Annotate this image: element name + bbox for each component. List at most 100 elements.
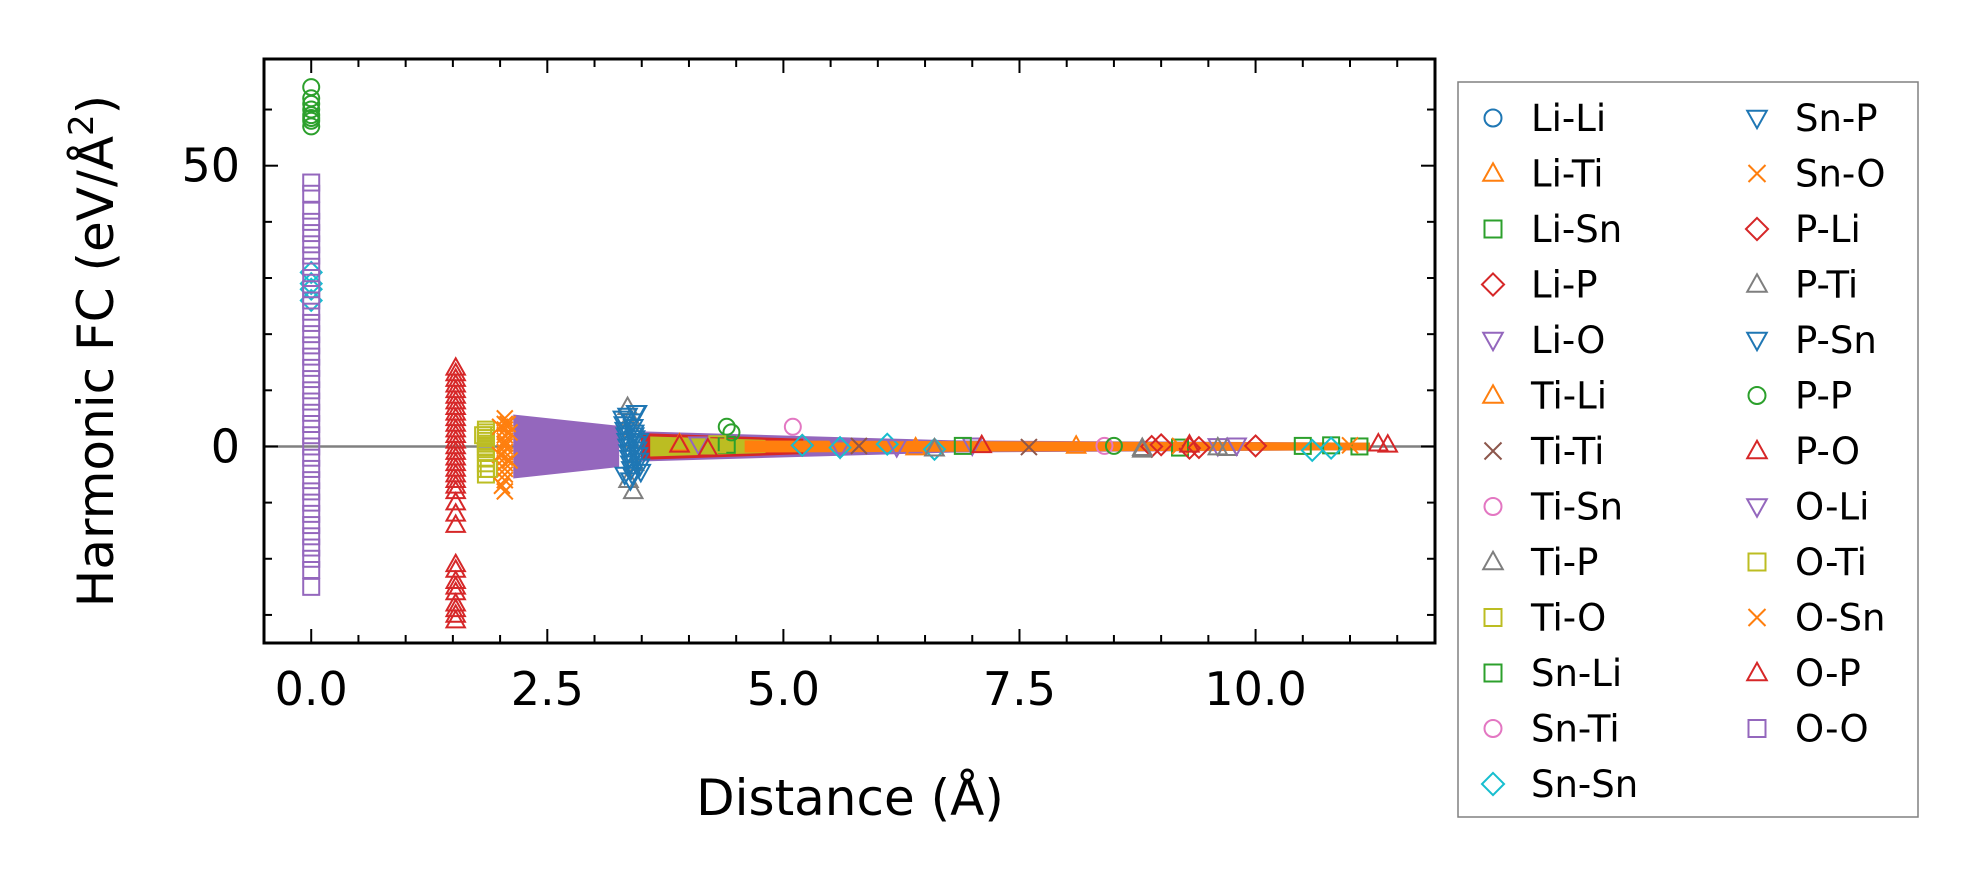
data-point	[302, 426, 321, 445]
data-point	[717, 417, 736, 436]
data-point	[302, 313, 321, 332]
data-point	[299, 260, 324, 285]
legend-marker	[1483, 219, 1503, 239]
data-point	[1131, 438, 1154, 458]
series-o-li	[687, 436, 1248, 459]
legend-marker	[1480, 771, 1506, 797]
data-point	[444, 384, 467, 404]
data-point	[302, 527, 321, 546]
dense-band-ti-li	[744, 440, 1370, 453]
data-point	[1095, 436, 1114, 455]
data-point	[302, 370, 321, 389]
data-point	[302, 291, 321, 310]
data-point	[493, 477, 511, 495]
data-point	[444, 552, 467, 573]
data-point	[1187, 435, 1211, 460]
data-point	[696, 437, 719, 457]
data-point	[923, 437, 946, 457]
data-point	[302, 224, 321, 243]
legend-item-o-li: O-Li	[1745, 486, 1869, 529]
data-point	[444, 361, 467, 382]
data-point	[790, 433, 815, 458]
legend-marker	[1483, 719, 1503, 738]
data-point	[626, 441, 648, 461]
legend-item-ti-p: Ti-P	[1481, 541, 1598, 584]
data-point	[302, 471, 321, 490]
data-point	[444, 378, 467, 399]
data-point	[474, 426, 493, 445]
data-point	[444, 367, 467, 387]
legend-label: Ti-Ti	[1530, 430, 1604, 473]
legend-marker	[1745, 272, 1769, 293]
data-point	[444, 608, 467, 629]
legend-marker	[1747, 552, 1767, 572]
data-point	[444, 395, 467, 415]
data-point	[613, 466, 636, 487]
legend-item-ti-ti: Ti-Ti	[1483, 430, 1604, 473]
legend-label: O-Sn	[1795, 597, 1885, 640]
data-point	[479, 459, 498, 478]
data-point	[302, 577, 321, 596]
legend-item-sn-p: Sn-P	[1745, 97, 1878, 140]
series-p-o	[444, 356, 1399, 629]
y-tick-label: 50	[181, 139, 240, 193]
data-point	[302, 201, 321, 220]
data-point	[1178, 433, 1201, 453]
legend-label: O-O	[1795, 708, 1869, 751]
data-point	[1319, 436, 1343, 460]
data-point	[444, 513, 467, 533]
legend-marker	[1481, 161, 1505, 182]
data-point	[302, 493, 321, 512]
legend-marker	[1744, 216, 1770, 242]
data-point	[444, 434, 467, 455]
data-point	[302, 235, 321, 254]
data-point	[302, 392, 321, 411]
data-point	[444, 462, 467, 483]
legend-item-p-sn: P-Sn	[1745, 319, 1877, 362]
legend-label: Li-Li	[1531, 97, 1606, 140]
x-tick-label: 0.0	[275, 662, 348, 716]
data-point	[444, 558, 467, 578]
data-point	[961, 437, 984, 457]
data-point	[722, 423, 741, 442]
legend: Li-Li Li-Ti Li-Sn Li-P Li-O Ti-Li Ti-Ti Ti-Sn Ti…	[1480, 97, 1885, 806]
data-point	[302, 302, 321, 321]
legend-label: O-Li	[1795, 486, 1869, 529]
data-point	[829, 440, 851, 460]
legend-label: Li-O	[1531, 319, 1605, 362]
data-point	[922, 437, 947, 462]
legend-item-p-li: P-Li	[1744, 208, 1861, 251]
data-point	[628, 452, 650, 473]
data-point	[1300, 438, 1325, 463]
data-point	[444, 575, 467, 595]
data-point	[496, 482, 514, 501]
legend-marker	[1481, 331, 1505, 353]
x-tick-label: 5.0	[747, 662, 820, 716]
data-point	[444, 389, 467, 410]
data-point	[444, 603, 467, 623]
data-point	[625, 435, 647, 456]
data-point	[885, 439, 908, 459]
legend-label: Ti-P	[1530, 541, 1598, 584]
data-point	[302, 246, 321, 265]
data-points-layer	[299, 78, 1399, 629]
data-point	[299, 271, 324, 296]
legend-frame	[1457, 81, 1919, 818]
data-point	[302, 459, 321, 478]
data-point	[302, 437, 321, 456]
data-point	[717, 435, 736, 454]
legend-marker	[1481, 383, 1505, 404]
y-axis-label: Harmonic FC (eV/Å2)	[62, 95, 125, 607]
data-point	[444, 401, 467, 421]
legend-label: Sn-Ti	[1531, 708, 1620, 751]
legend-item-li-li: Li-Li	[1483, 97, 1606, 140]
data-point	[302, 561, 321, 579]
data-point	[444, 502, 467, 522]
legend-label: Ti-Sn	[1530, 486, 1623, 529]
legend-item-sn-li: Sn-Li	[1483, 652, 1622, 695]
legend-marker	[1745, 331, 1769, 353]
legend-label: Ti-O	[1530, 597, 1606, 640]
data-point	[444, 406, 467, 427]
data-point	[302, 347, 321, 366]
dense-band-layer	[513, 414, 1370, 479]
